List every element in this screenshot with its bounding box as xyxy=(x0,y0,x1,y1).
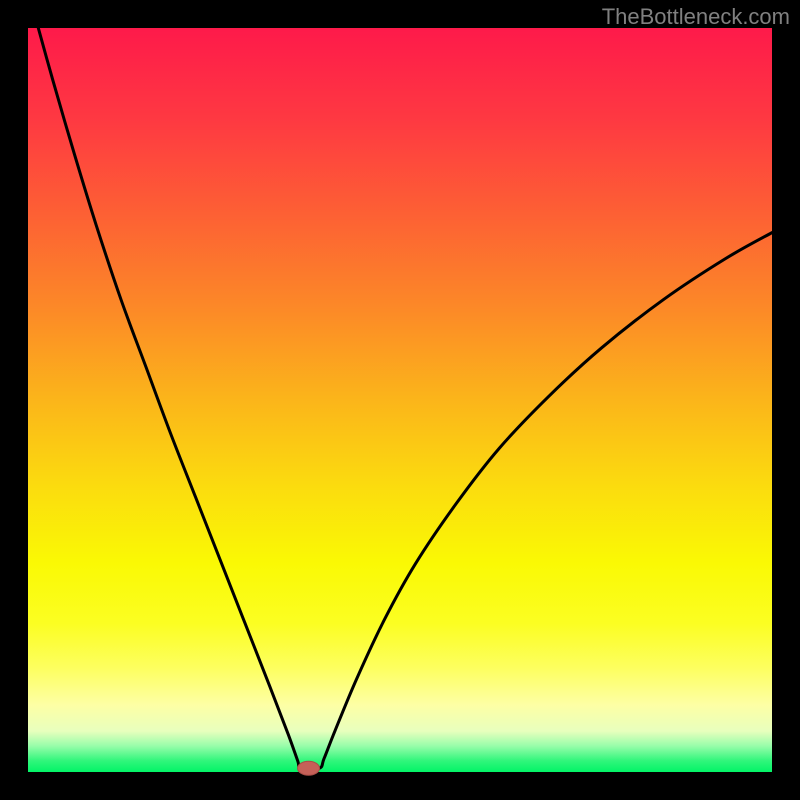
optimal-point-marker xyxy=(298,761,320,775)
chart-gradient-bg xyxy=(28,28,772,772)
watermark-text: TheBottleneck.com xyxy=(602,4,790,30)
chart-container: TheBottleneck.com xyxy=(0,0,800,800)
bottleneck-chart xyxy=(0,0,800,800)
